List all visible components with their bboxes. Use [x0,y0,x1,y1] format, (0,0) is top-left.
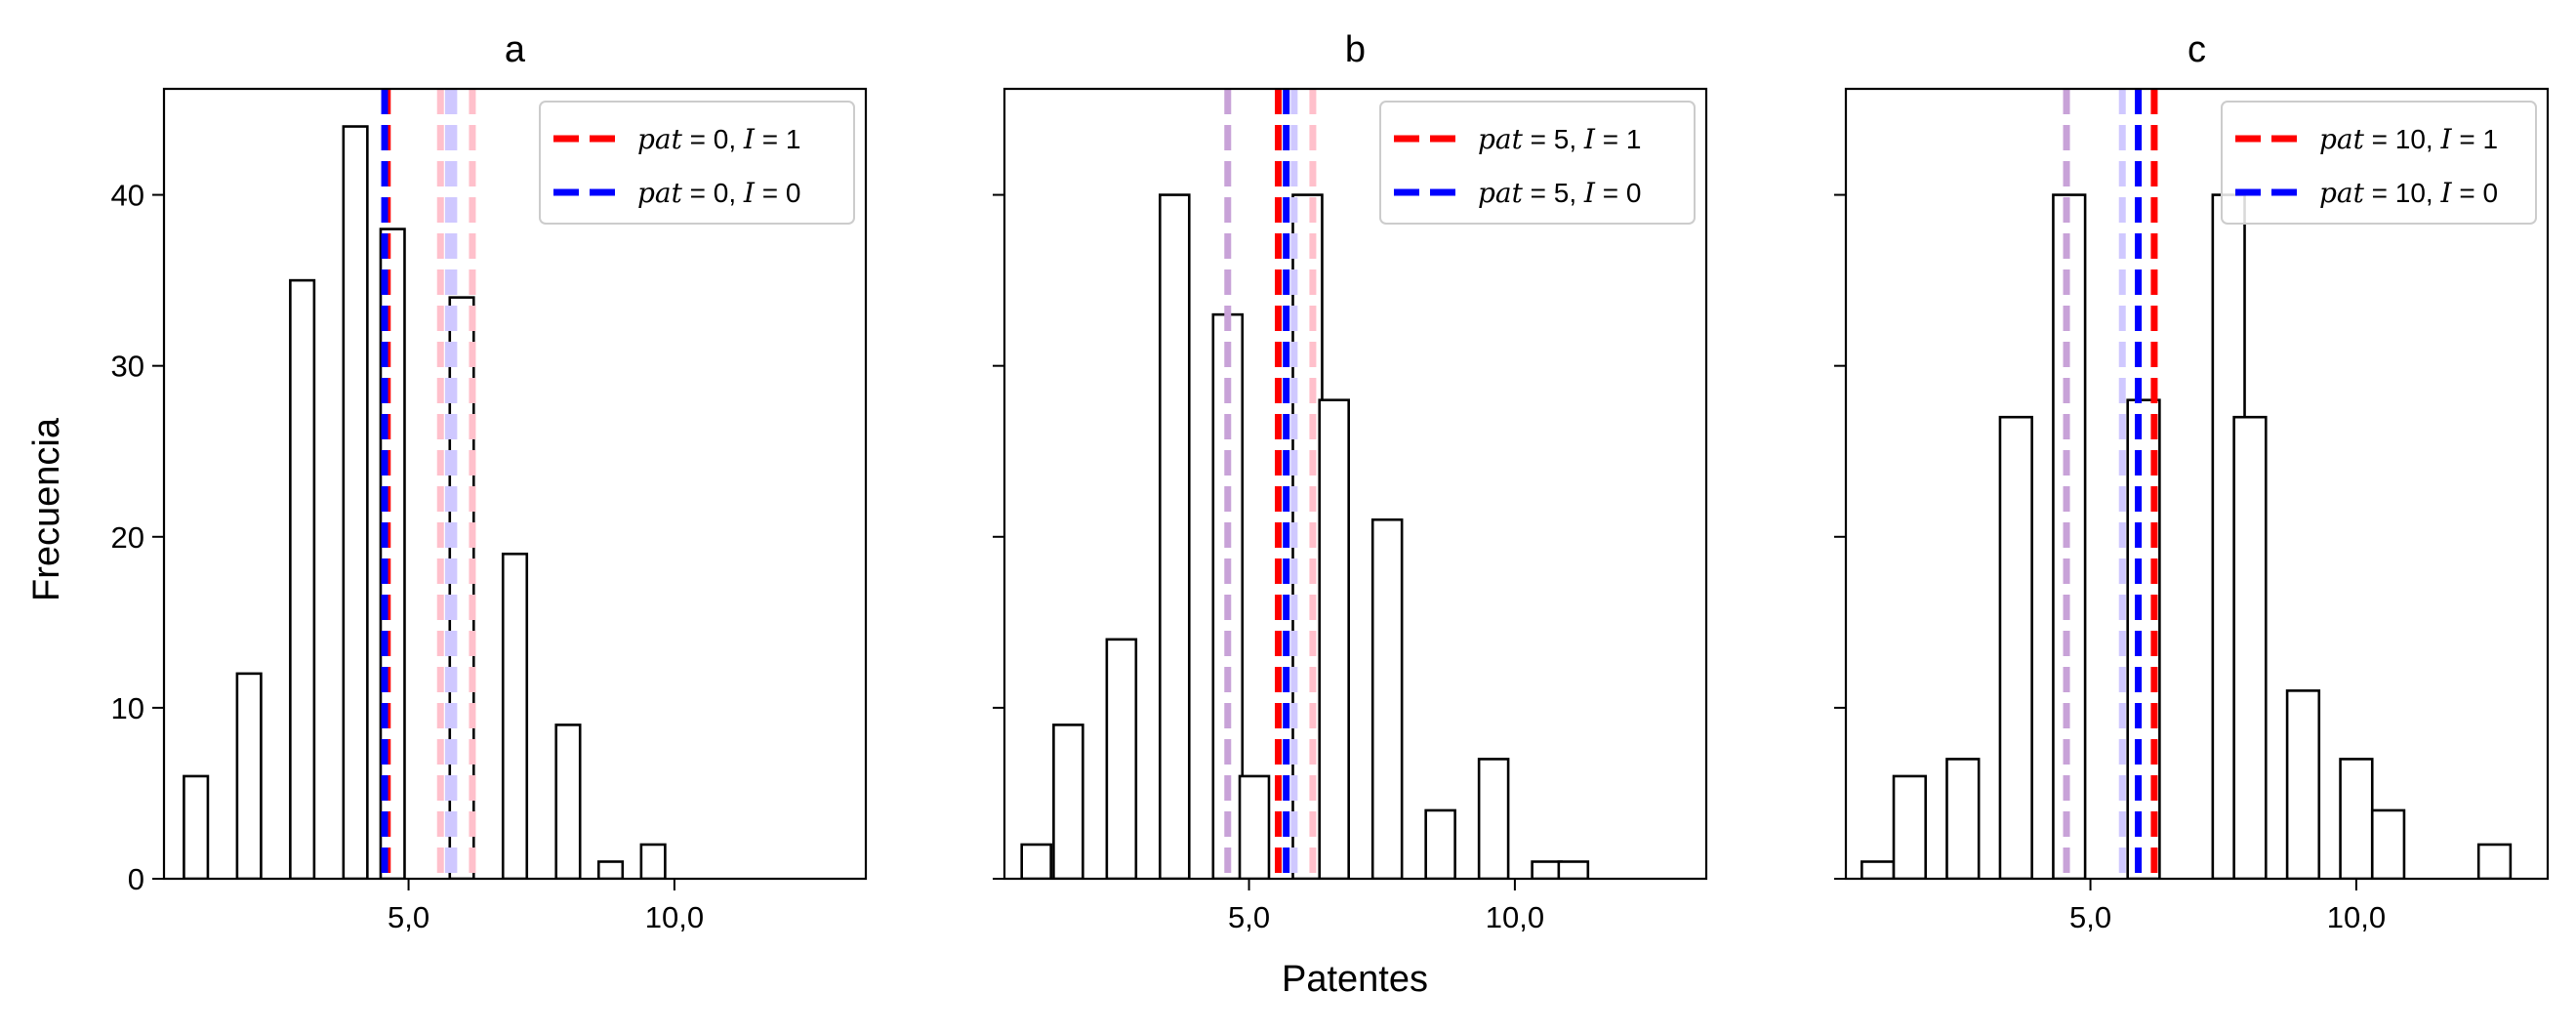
legend-label-part: = 1 [755,124,800,154]
legend: pat = 5, I = 1pat = 5, I = 0 [1380,102,1695,224]
legend-label-part: = 10, [2364,178,2441,208]
legend-label-part: = 1 [1595,124,1641,154]
x-tick-label: 10,0 [2327,900,2386,934]
legend-label-part: = 0 [755,178,800,208]
histogram-bar [184,776,208,879]
histogram-bar [1022,845,1051,879]
histogram-bar [2341,759,2373,879]
histogram-bar [1479,759,1508,879]
histogram-bar [1320,400,1349,879]
legend-label-part: pat [637,177,683,209]
legend-label-part: I [743,123,756,155]
legend-label: pat = 0, I = 1 [637,123,800,155]
legend-label-part: pat [637,123,683,155]
legend-label-part: = 1 [2452,124,2498,154]
histogram-bar [598,861,623,879]
histogram-bar [1894,776,1926,879]
histogram-bar [1240,776,1269,879]
x-tick-label: 10,0 [645,900,704,934]
y-tick-label: 30 [111,350,144,384]
legend-label-part: pat [1478,177,1524,209]
legend-label-part: = 0 [2452,178,2498,208]
histogram-bar [1559,861,1588,879]
histogram-bar [1372,519,1402,879]
histogram-bar [503,554,527,879]
histogram-bar [1533,861,1562,879]
legend-label-part: I [1583,123,1596,155]
legend-label-part: pat [2319,177,2365,209]
y-tick-label: 40 [111,179,144,213]
histogram-bar [1946,759,1979,879]
panel-title: a [505,29,526,70]
legend-label-part: = 0, [682,178,744,208]
histogram-bar [2478,845,2511,879]
histogram-bar [2234,417,2267,879]
legend-label-part: I [2440,123,2453,155]
legend-label: pat = 10, I = 1 [2319,123,2498,155]
histogram-bar [344,127,368,879]
panel-title: c [2188,29,2206,70]
legend-label-part: I [1583,177,1596,209]
legend-label: pat = 5, I = 0 [1478,177,1641,209]
histogram-bar [290,280,314,879]
legend: pat = 0, I = 1pat = 0, I = 0 [540,102,854,224]
panel-b: 5,010,0bpat = 5, I = 1pat = 5, I = 0 [993,29,1706,934]
figure-xlabel: Patentes [1282,959,1428,1000]
legend-label-part: I [2440,177,2453,209]
histogram-bar [1426,810,1455,879]
x-tick-label: 5,0 [2069,900,2111,934]
y-tick-label: 20 [111,520,144,555]
histogram-bar [1861,861,1894,879]
legend-label-part: = 5, [1523,124,1584,154]
y-tick-label: 10 [111,691,144,725]
figure-ylabel: Frecuencia [26,417,67,601]
legend-label-part: = 5, [1523,178,1584,208]
histogram-bar [2000,417,2032,879]
legend-label: pat = 5, I = 1 [1478,123,1641,155]
legend-label-part: = 0, [682,124,744,154]
legend-label-part: = 10, [2364,124,2441,154]
legend-label: pat = 10, I = 0 [2319,177,2498,209]
legend-label-part: I [743,177,756,209]
legend: pat = 10, I = 1pat = 10, I = 0 [2222,102,2536,224]
legend-label-part: = 0 [1595,178,1641,208]
histogram-bar [1160,195,1189,879]
legend-label-part: pat [1478,123,1524,155]
x-tick-label: 10,0 [1486,900,1544,934]
histogram-bar [641,845,666,879]
legend-label-part: pat [2319,123,2365,155]
y-tick-label: 0 [128,862,144,896]
histogram-bar [2287,690,2319,879]
legend-label: pat = 0, I = 0 [637,177,800,209]
x-tick-label: 5,0 [388,900,429,934]
histogram-bar [556,724,581,879]
histogram-bar [2372,810,2404,879]
histogram-bar [1053,724,1083,879]
histogram-bar [237,674,262,879]
panel-title: b [1345,29,1366,70]
panel-c: 5,010,0cpat = 10, I = 1pat = 10, I = 0 [1834,29,2548,934]
histogram-bar [1107,640,1136,879]
panel-a: 0102030405,010,0apat = 0, I = 1pat = 0, … [111,29,866,934]
panels: 0102030405,010,0apat = 0, I = 1pat = 0, … [111,29,2548,934]
x-tick-label: 5,0 [1228,900,1270,934]
